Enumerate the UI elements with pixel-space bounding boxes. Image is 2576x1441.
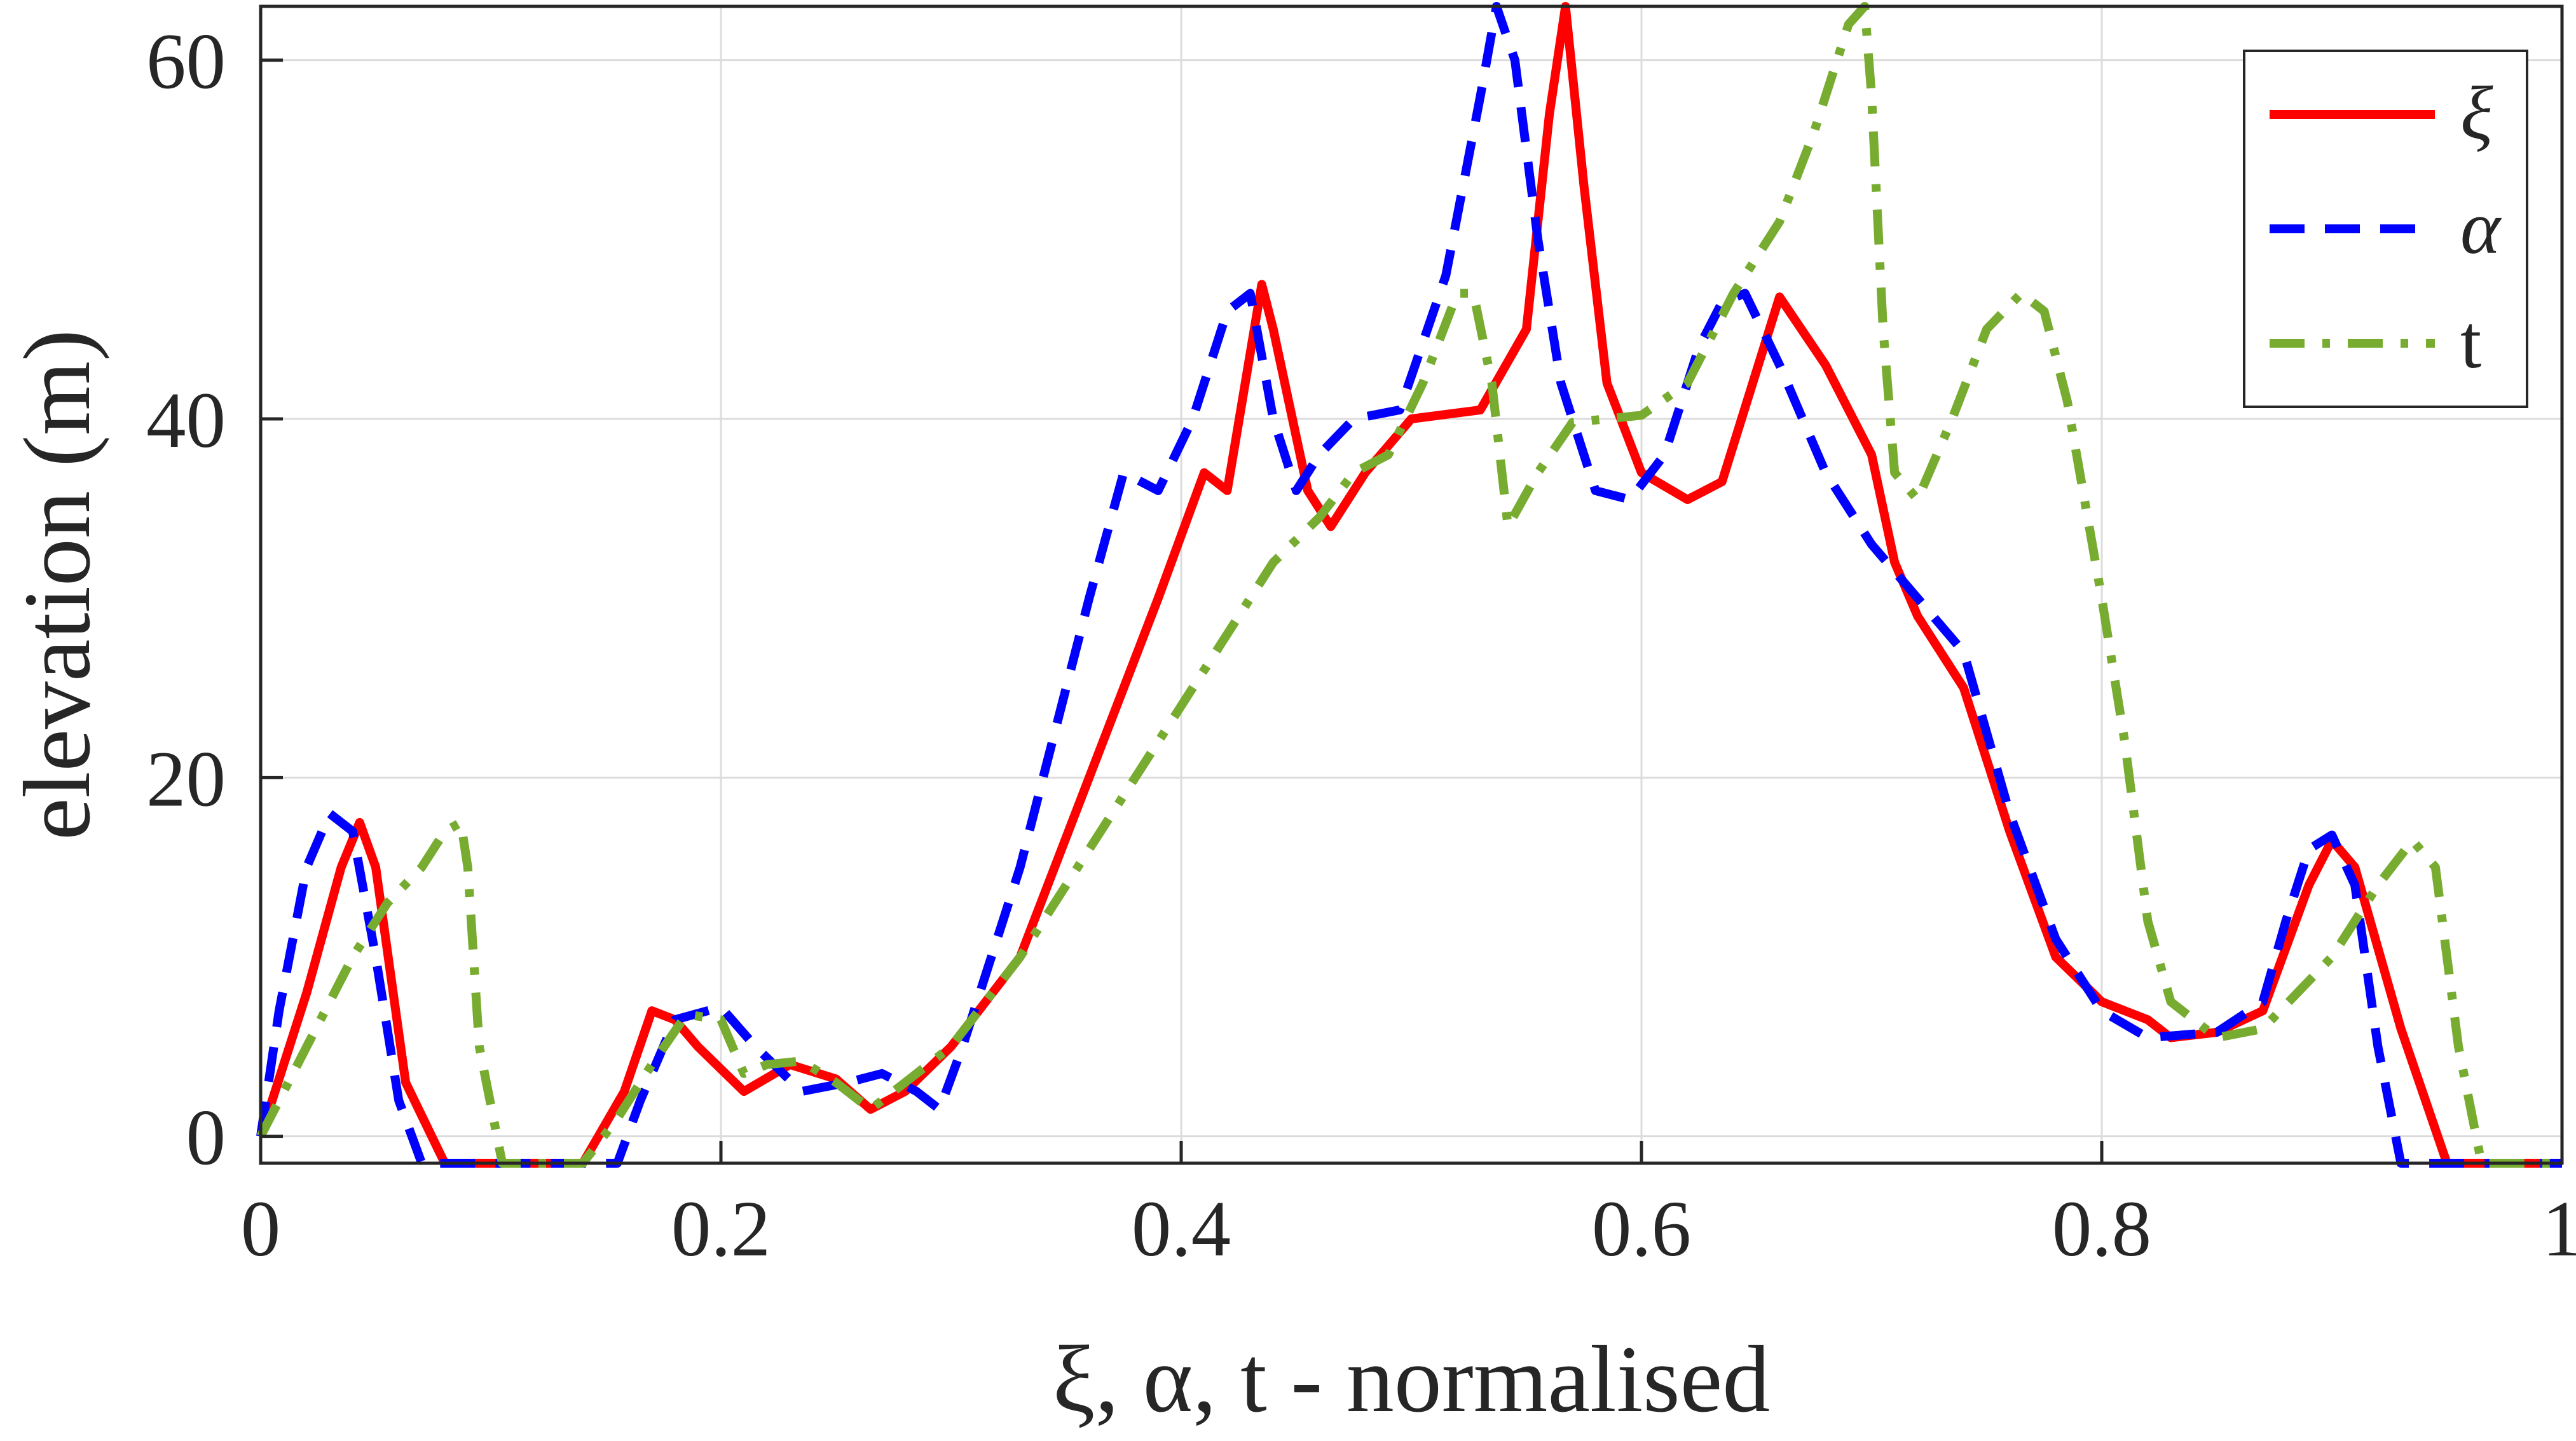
tick-labels: 0 0.2 0.4 0.6 0.8 1 0 20 40 60: [146, 18, 2576, 1273]
x-tick-label: 0.6: [1592, 1185, 1691, 1273]
x-axis-label: ξ, α, t - normalised: [1053, 1327, 1771, 1432]
x-tick-label: 0.4: [1132, 1185, 1231, 1273]
plot-area-frame: [259, 4, 2564, 1165]
y-tick-label: 20: [146, 735, 226, 823]
series-group: [256, 2, 2562, 1168]
grid: [259, 6, 2563, 1163]
series-line-2: [256, 2, 2562, 1168]
series-line-1: [256, 2, 2562, 1168]
x-tick-label: 0.8: [2052, 1185, 2151, 1273]
legend: ξαt: [2243, 50, 2528, 408]
y-tick-label: 0: [186, 1095, 226, 1182]
legend-label-0: ξ: [2460, 71, 2493, 155]
x-tick-label: 0.2: [671, 1185, 771, 1273]
legend-label-2: t: [2460, 299, 2481, 384]
y-axis-label: elevation (m): [4, 329, 110, 840]
legend-label-1: α: [2460, 185, 2502, 270]
x-tick-label: 1: [2542, 1185, 2576, 1273]
y-tick-label: 60: [146, 18, 226, 106]
x-tick-label: 0: [241, 1185, 281, 1273]
series-line-0: [256, 2, 2562, 1168]
y-tick-label: 40: [146, 377, 226, 465]
